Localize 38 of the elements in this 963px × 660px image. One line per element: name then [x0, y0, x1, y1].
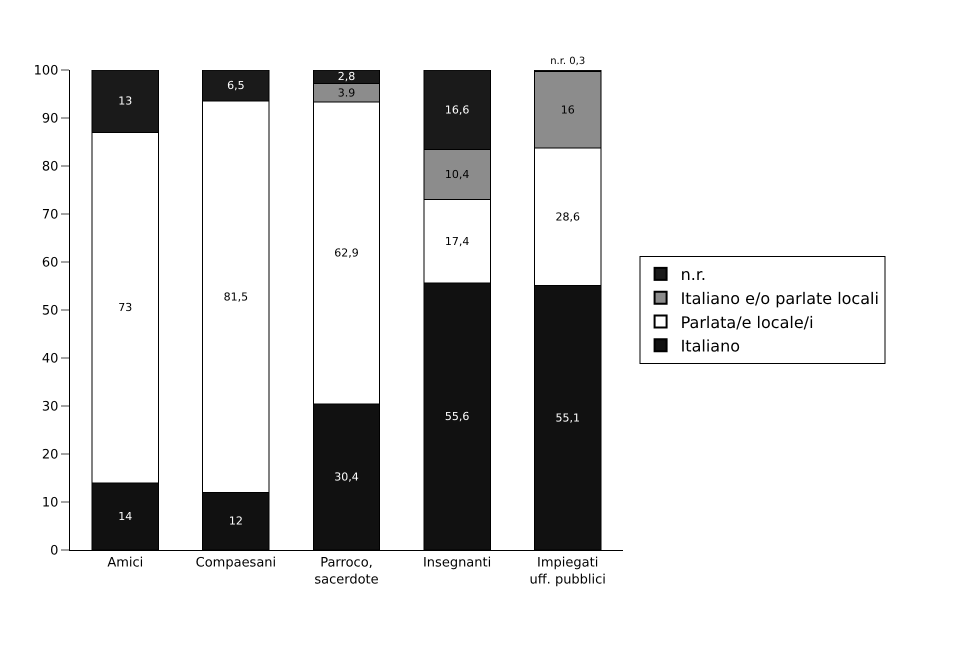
data-label: 30,4 — [334, 470, 359, 484]
data-label: n.r. 0,3 — [550, 56, 586, 67]
data-label: 6,5 — [227, 79, 245, 92]
y-tick-label: 50 — [42, 304, 58, 319]
legend-label: Italiano — [680, 336, 740, 356]
data-label: 3.9 — [338, 86, 356, 100]
data-label: 62,9 — [334, 246, 359, 260]
y-tick-label: 90 — [42, 112, 58, 127]
data-label: 2,8 — [338, 70, 356, 84]
data-label: 13 — [118, 94, 132, 108]
data-label: 16,6 — [444, 103, 470, 116]
y-tick-label: 10 — [42, 496, 58, 511]
legend-label: Italiano e/o parlate locali — [680, 288, 879, 308]
x-tick-label: Insegnanti — [422, 556, 492, 571]
data-label: 12 — [228, 514, 243, 528]
y-tick-label: 30 — [42, 400, 58, 415]
x-tick-label: Parroco, sacerdote — [314, 556, 379, 588]
x-tick-label: Impiegati uff. pubblici — [529, 556, 606, 588]
y-tick-label: 70 — [42, 208, 58, 223]
data-label: 81,5 — [224, 290, 248, 304]
legend-label: Parlata/e locale/i — [680, 312, 814, 332]
y-tick-label: 40 — [42, 352, 58, 367]
data-label: 28,6 — [555, 210, 580, 224]
data-label: 17,4 — [444, 234, 470, 248]
data-label: 14 — [118, 510, 132, 523]
y-tick-label: 100 — [34, 64, 58, 79]
data-label: 55,1 — [555, 411, 580, 424]
y-tick-label: 80 — [42, 160, 58, 175]
y-tick-label: 20 — [42, 448, 58, 463]
legend-label: n.r. — [680, 265, 706, 284]
x-tick-label: Amici — [107, 556, 144, 571]
data-label: 73 — [118, 301, 132, 314]
data-label: 10,4 — [444, 168, 470, 182]
y-tick-label: 60 — [42, 256, 58, 271]
data-label: 16 — [560, 103, 575, 116]
y-tick-label: 0 — [50, 544, 58, 559]
x-tick-label: Compaesani — [196, 556, 276, 571]
data-label: 55,6 — [444, 410, 470, 424]
